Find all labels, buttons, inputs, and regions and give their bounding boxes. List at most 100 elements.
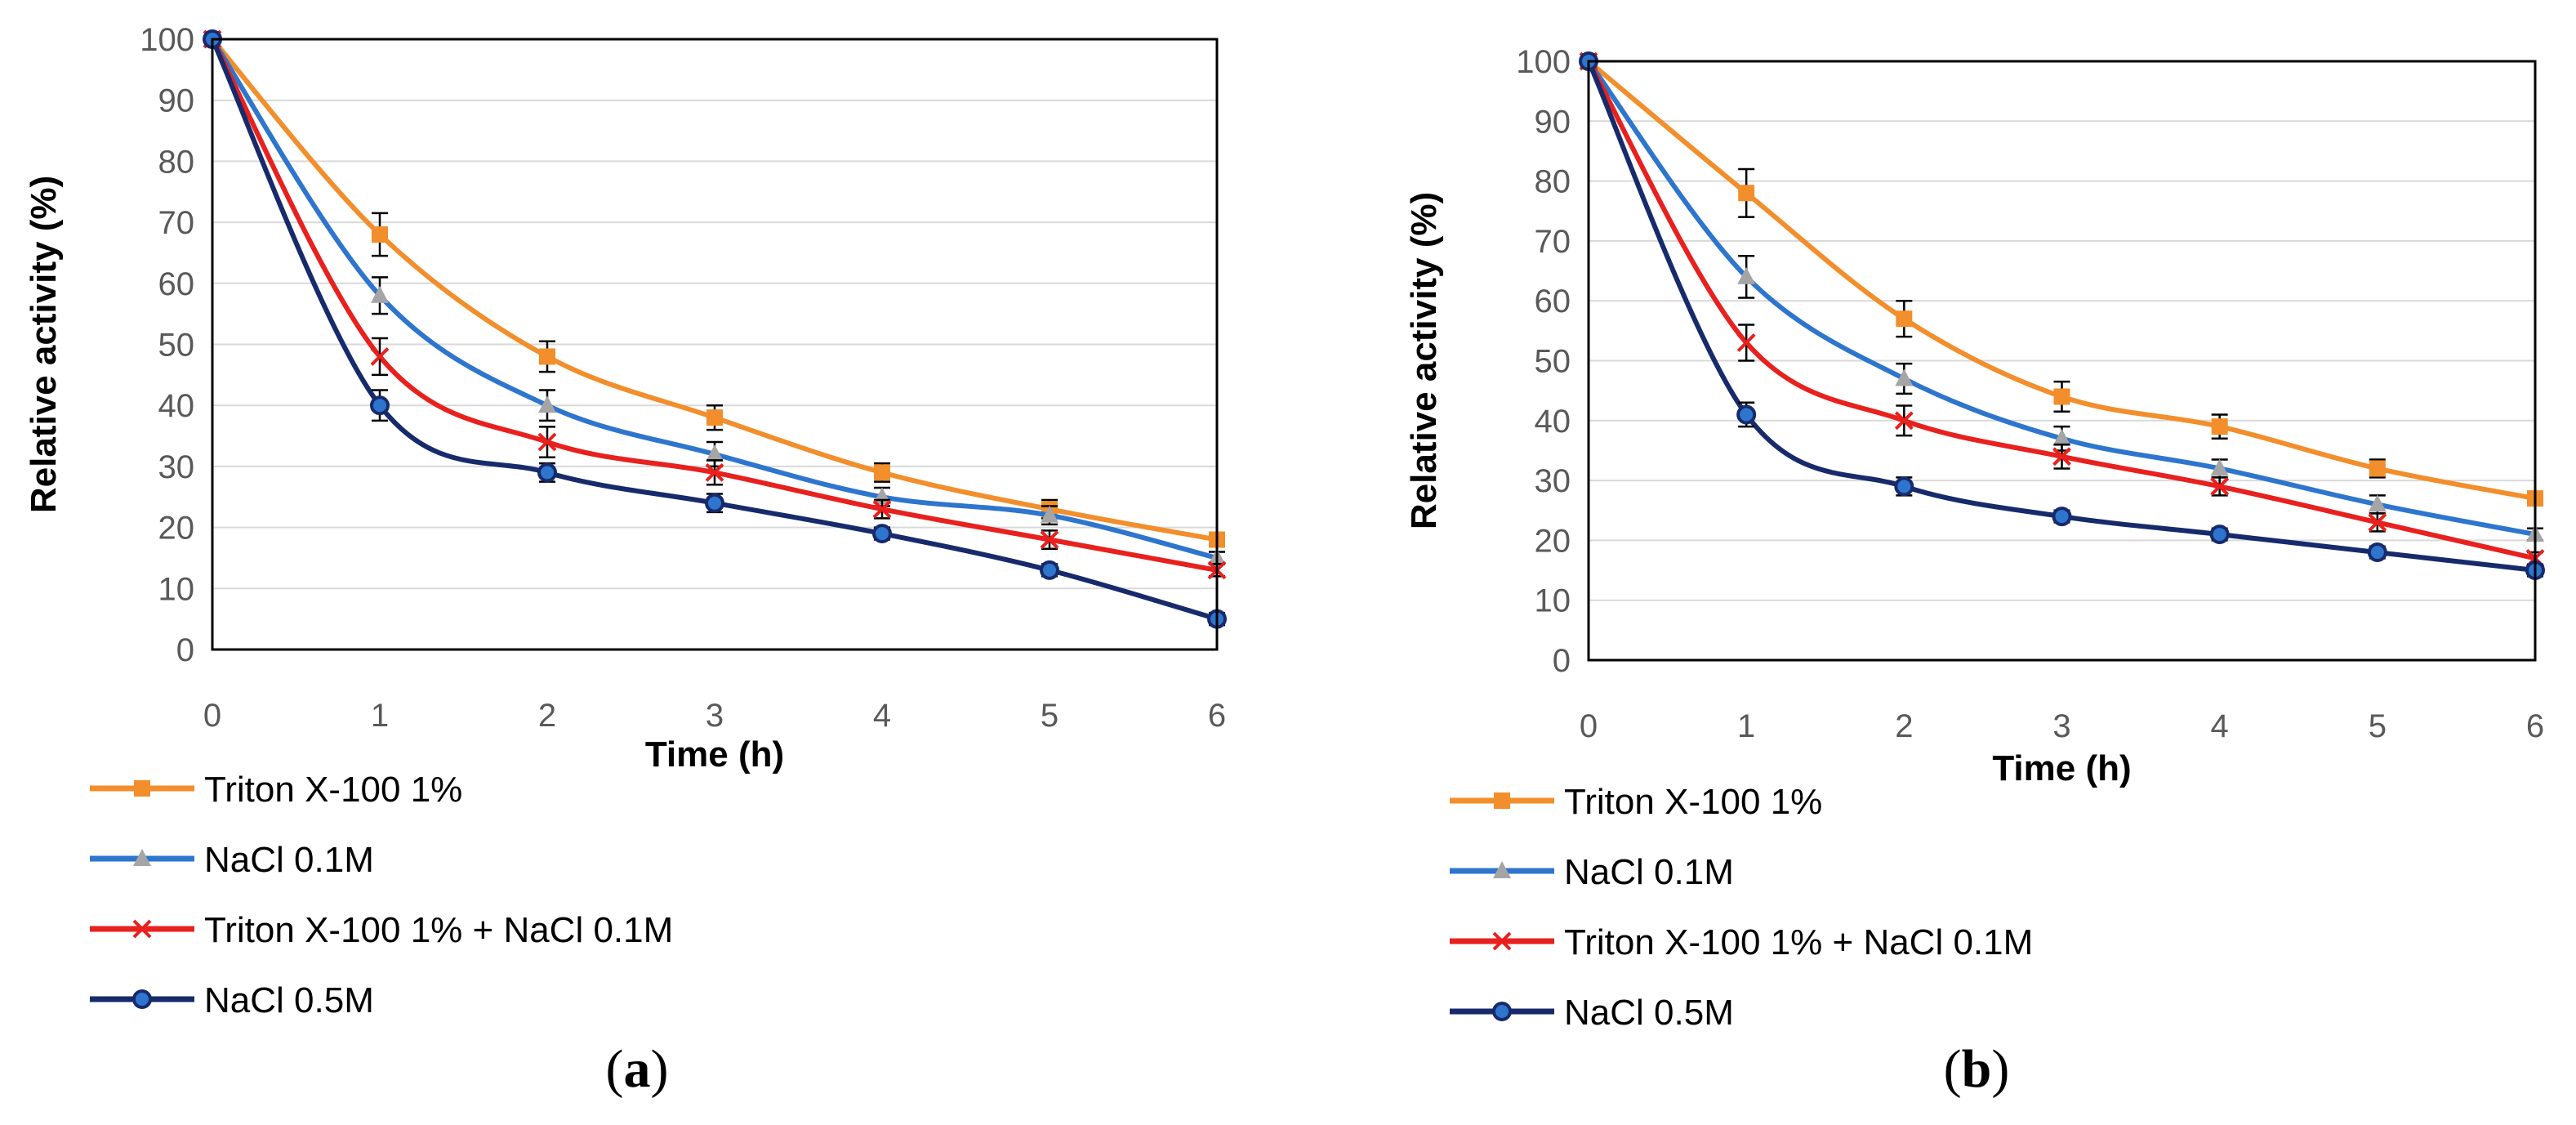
plot-frame [211,38,1219,651]
data-point [2052,428,2071,446]
panel-label-open-paren: ( [1944,1039,1962,1099]
data-point-stroke-2 [872,499,892,519]
panel-label-close-paren: ) [1991,1039,2009,1099]
series-line [210,37,1219,622]
data-point [1736,333,1756,352]
data-point [1737,266,1756,284]
data-point [1040,530,1059,549]
legend-marker [1492,1002,1512,1021]
x-tick-label: 6 [2526,708,2544,744]
x-tick-label: 5 [2369,708,2387,744]
data-point [2052,447,2071,467]
data-point [1738,185,1755,202]
data-point [872,499,892,519]
data-point [2368,512,2387,532]
x-tick-label: 2 [538,698,556,734]
legend-label: Triton X-100 1% + NaCl 0.1M [1564,922,2033,962]
data-point [872,524,892,544]
data-point [1894,411,1914,431]
x-axis-title: Time (h) [1992,748,2131,788]
legend-label: NaCl 0.1M [204,840,374,880]
legend-item: Triton X-100 1% [90,770,462,810]
data-point [1895,368,1914,386]
data-point [706,444,724,462]
x-tick-label: 5 [1041,698,1058,734]
data-point [2052,507,2072,527]
legend-item: NaCl 0.5M [1450,993,1734,1033]
y-tick-label: 20 [1535,523,1571,559]
y-tick-label: 40 [158,388,195,424]
y-tick-label: 30 [158,449,195,485]
chart-panel-a: 0 10 20 30 40 50 60 70 80 90 100 0 1 2 3 4 5 6 Time (h) Rel… [24,22,1227,1099]
y-tick-label: 80 [1535,164,1571,200]
data-point [371,285,389,303]
y-tick-label: 60 [158,266,195,302]
data-point [1894,476,1914,497]
y-tick-label: 90 [158,83,195,119]
data-point [537,432,557,452]
y-tick-label: 70 [158,205,195,241]
y-tick-label: 10 [1535,583,1571,619]
y-tick-label: 100 [1516,44,1571,80]
panel-label-close-paren: ) [651,1039,669,1099]
data-point-stroke-2 [2368,512,2387,532]
legend-item: Triton X-100 1% [1450,782,1822,822]
data-point [2367,542,2387,563]
data-point [2369,460,2386,477]
series-line [210,37,1219,573]
data-point [372,226,388,243]
data-point [1896,310,1913,328]
series-3 [1579,51,2545,581]
legend-marker [1492,931,1512,951]
x-tick-label: 1 [1737,708,1755,744]
legend-label: Triton X-100 1% + NaCl 0.1M [204,910,673,950]
x-axis-title: Time (h) [645,734,784,775]
legend-label: Triton X-100 1% [204,770,462,810]
data-point [2210,458,2229,476]
panel-label: (a) [606,1039,669,1099]
data-point [537,462,557,483]
legend-item: NaCl 0.5M [90,980,374,1020]
legend-marker [133,849,151,866]
legend-marker [132,989,152,1009]
legend: Triton X-100 1% NaCl 0.1M Triton X-100 1% … [90,770,673,1020]
data-point [1041,505,1058,523]
legend-label: NaCl 0.1M [1564,852,1734,892]
panel-label-letter: a [624,1039,651,1099]
y-tick-label: 40 [1535,404,1571,440]
series-2 [1579,51,2545,568]
legend-item: NaCl 0.1M [1450,852,1734,892]
data-point [370,395,390,416]
x-tick-label: 6 [1208,698,1226,734]
legend-marker [1494,792,1510,809]
series-line [1586,59,2538,573]
x-tick-label: 3 [706,698,724,734]
data-point-stroke-2 [1040,530,1059,549]
panel-label: (b) [1944,1039,2010,1099]
x-tick-label: 0 [203,698,221,734]
y-tick-label: 0 [1553,643,1571,679]
y-axis-title: Relative activity (%) [24,176,64,513]
legend-label: NaCl 0.5M [204,980,374,1020]
y-tick-label: 90 [1535,104,1571,140]
data-point-stroke-2 [705,462,724,482]
data-point-stroke-2 [1894,411,1914,431]
data-point [1040,560,1059,580]
y-tick-label: 60 [1535,283,1571,319]
y-tick-label: 100 [140,22,194,58]
data-point-stroke-2 [2210,477,2230,496]
legend-item: NaCl 0.1M [90,840,374,880]
panel-label-open-paren: ( [606,1039,624,1099]
y-tick-label: 50 [158,328,195,364]
y-tick-label: 50 [1535,344,1571,380]
legend-label: NaCl 0.5M [1564,993,1734,1033]
legend-item: Triton X-100 1% + NaCl 0.1M [90,910,673,950]
y-tick-label: 20 [158,511,195,547]
data-point [2209,525,2230,545]
legend-marker-stroke-2 [132,919,152,939]
panel-label-letter: b [1962,1039,1992,1099]
y-tick-label: 10 [158,571,195,607]
data-point [2211,418,2228,435]
